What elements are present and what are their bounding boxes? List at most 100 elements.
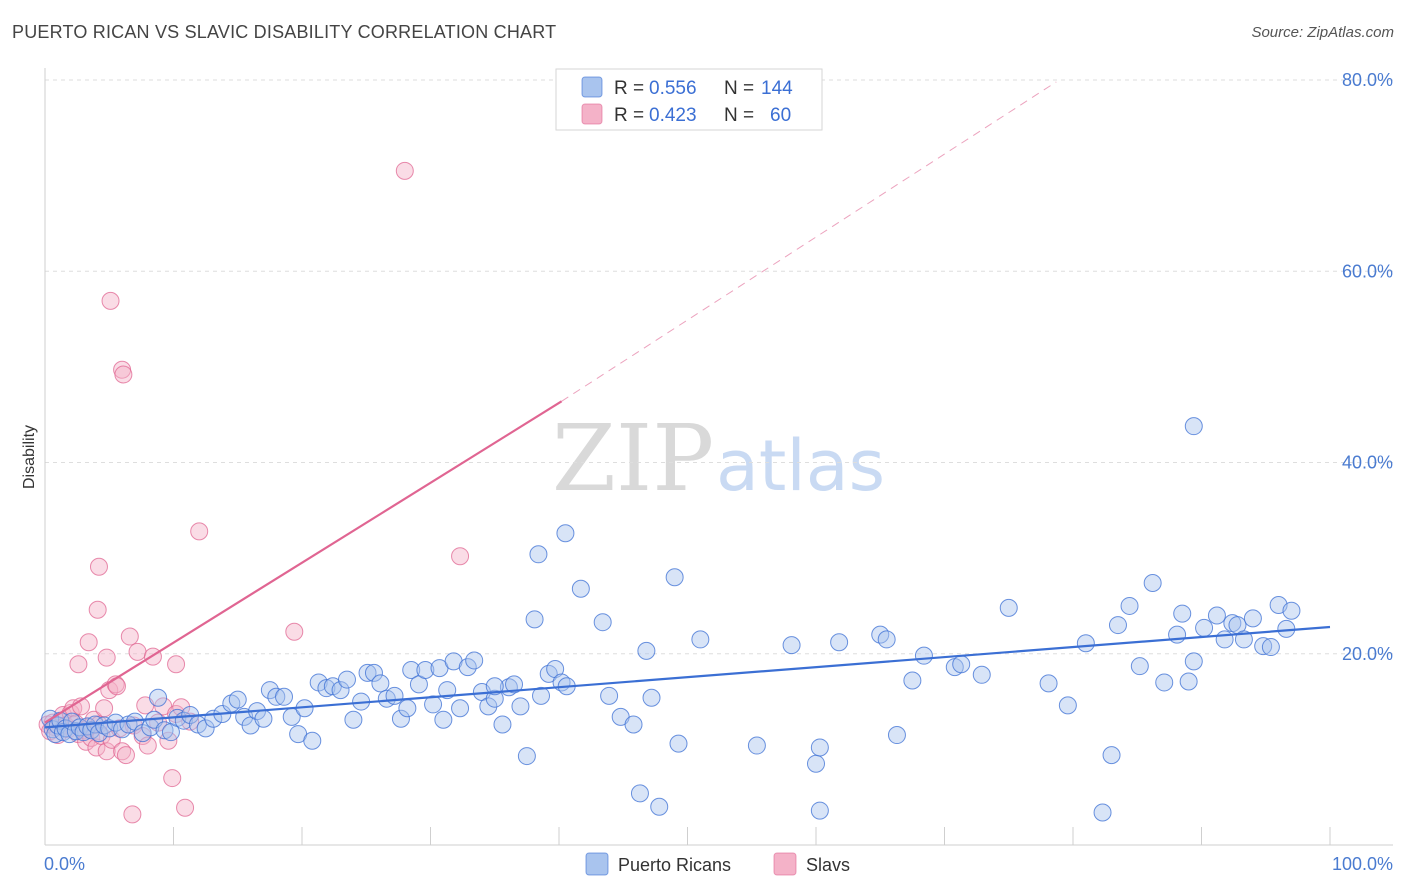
puerto-ricans-point-61 (398, 699, 417, 718)
puerto-ricans-point-114 (1093, 803, 1112, 822)
slavs-point-39 (163, 769, 182, 788)
puerto-ricans-point-108 (952, 655, 971, 674)
puerto-ricans-point-88 (600, 686, 619, 705)
puerto-ricans-point-101 (810, 801, 829, 820)
grid (45, 79, 1393, 655)
slavs-point-53 (79, 633, 98, 652)
puerto-ricans-point-131 (1243, 609, 1262, 628)
legend-r-value-2: 0.423 (649, 105, 697, 126)
puerto-ricans-point-136 (1282, 601, 1301, 620)
puerto-ricans-point-122 (1173, 604, 1192, 623)
puerto-ricans-point-73 (479, 697, 498, 716)
puerto-ricans-point-142 (556, 524, 575, 543)
axes (44, 68, 1393, 846)
puerto-ricans-point-49 (317, 679, 336, 698)
puerto-ricans-point-86 (571, 579, 590, 598)
legend-swatch-pink (581, 103, 603, 125)
puerto-ricans-point-111 (1039, 674, 1058, 693)
y-tick-label-0: 20.0% (1342, 644, 1393, 664)
puerto-ricans-point-26 (155, 721, 174, 740)
slavs-point-59 (167, 655, 186, 674)
puerto-ricans-point-25 (149, 688, 168, 707)
puerto-ricans-point-121 (1168, 625, 1187, 644)
puerto-ricans-point-140 (434, 710, 453, 729)
puerto-ricans-point-119 (1143, 573, 1162, 592)
puerto-ricans-point-124 (1184, 652, 1203, 671)
puerto-ricans-point-117 (1120, 596, 1139, 615)
puerto-ricans-point-80 (525, 610, 544, 629)
puerto-ricans-point-91 (630, 784, 649, 803)
puerto-ricans-point-132 (1254, 637, 1273, 656)
puerto-ricans-trend-line (44, 625, 1331, 729)
slavs-point-58 (123, 805, 142, 824)
puerto-ricans-point-67 (438, 681, 457, 700)
slavs-point-47 (451, 547, 470, 566)
bottom-legend-swatch-pink (773, 852, 797, 876)
slavs-point-44 (190, 522, 209, 541)
bottom-legend: Puerto Ricans Slavs (585, 852, 850, 876)
slavs-point-51 (89, 557, 108, 576)
puerto-ricans-point-77 (505, 675, 524, 694)
puerto-ricans-point-32 (196, 719, 215, 738)
slavs-point-29 (116, 746, 135, 765)
puerto-ricans-point-78 (511, 697, 530, 716)
puerto-ricans-point-139 (485, 677, 504, 696)
puerto-ricans-point-87 (593, 613, 612, 632)
puerto-ricans-point-64 (416, 661, 435, 680)
puerto-ricans-point-127 (1215, 630, 1234, 649)
puerto-ricans-point-133 (1261, 638, 1280, 657)
puerto-ricans-point-94 (650, 797, 669, 816)
puerto-ricans-point-130 (1234, 630, 1253, 649)
watermark-atlas: atlas (716, 425, 885, 507)
puerto-ricans-point-106 (914, 646, 933, 665)
puerto-ricans-point-102 (830, 633, 849, 652)
puerto-ricans-point-56 (364, 663, 383, 682)
bottom-legend-swatch-blue (585, 852, 609, 876)
puerto-ricans-point-55 (358, 663, 377, 682)
y-tick-label-3: 80.0% (1342, 70, 1393, 90)
puerto-ricans-point-96 (669, 734, 688, 753)
puerto-ricans-point-97 (691, 630, 710, 649)
puerto-ricans-point-141 (529, 545, 548, 564)
slavs-point-54 (69, 655, 88, 674)
puerto-ricans-point-138 (877, 630, 896, 649)
puerto-ricans-point-42 (267, 687, 286, 706)
slavs-point-52 (88, 600, 107, 619)
puerto-ricans-point-65 (424, 695, 443, 714)
puerto-ricans-point-74 (485, 689, 504, 708)
puerto-ricans-point-75 (493, 715, 512, 734)
slavs-trend-line (44, 400, 563, 724)
puerto-ricans-point-59 (385, 686, 404, 705)
puerto-ricans-point-69 (451, 699, 470, 718)
puerto-ricans-point-70 (458, 658, 477, 677)
slavs-point-30 (120, 627, 139, 646)
puerto-ricans-point-71 (465, 651, 484, 670)
puerto-ricans-point-90 (624, 715, 643, 734)
puerto-ricans-point-60 (391, 709, 410, 728)
puerto-ricans-point-43 (275, 687, 294, 706)
puerto-ricans-point-143 (1184, 417, 1203, 436)
puerto-ricans-point-112 (1058, 696, 1077, 715)
bottom-legend-label-puerto-ricans: Puerto Ricans (618, 855, 731, 875)
puerto-ricans-point-92 (637, 641, 656, 660)
legend-n-label-1: N = (724, 78, 754, 99)
puerto-ricans-point-126 (1207, 606, 1226, 625)
legend-box: R = 0.556 N = 144 R = 0.423 N = 60 (555, 68, 823, 131)
slavs-point-48 (101, 291, 120, 310)
puerto-ricans-point-99 (782, 636, 801, 655)
legend-r-label-1: R = (614, 78, 644, 99)
puerto-ricans-point-116 (1108, 616, 1127, 635)
x-tick-label-1: 100.0% (1332, 854, 1393, 874)
watermark-zip: ZIP (552, 405, 714, 512)
puerto-ricans-point-120 (1155, 673, 1174, 692)
slavs-point-22 (95, 699, 114, 718)
puerto-ricans-point-40 (254, 709, 273, 728)
slavs-point-50 (114, 365, 133, 384)
puerto-ricans-point-51 (331, 681, 350, 700)
chart-title: PUERTO RICAN VS SLAVIC DISABILITY CORREL… (12, 22, 557, 42)
puerto-ricans-point-62 (402, 661, 421, 680)
tick-labels: 20.0% 40.0% 60.0% 80.0% 0.0% 100.0% (44, 70, 1393, 874)
slavs-point-19 (87, 738, 106, 757)
source-label: Source: ZipAtlas.com (1251, 24, 1394, 41)
